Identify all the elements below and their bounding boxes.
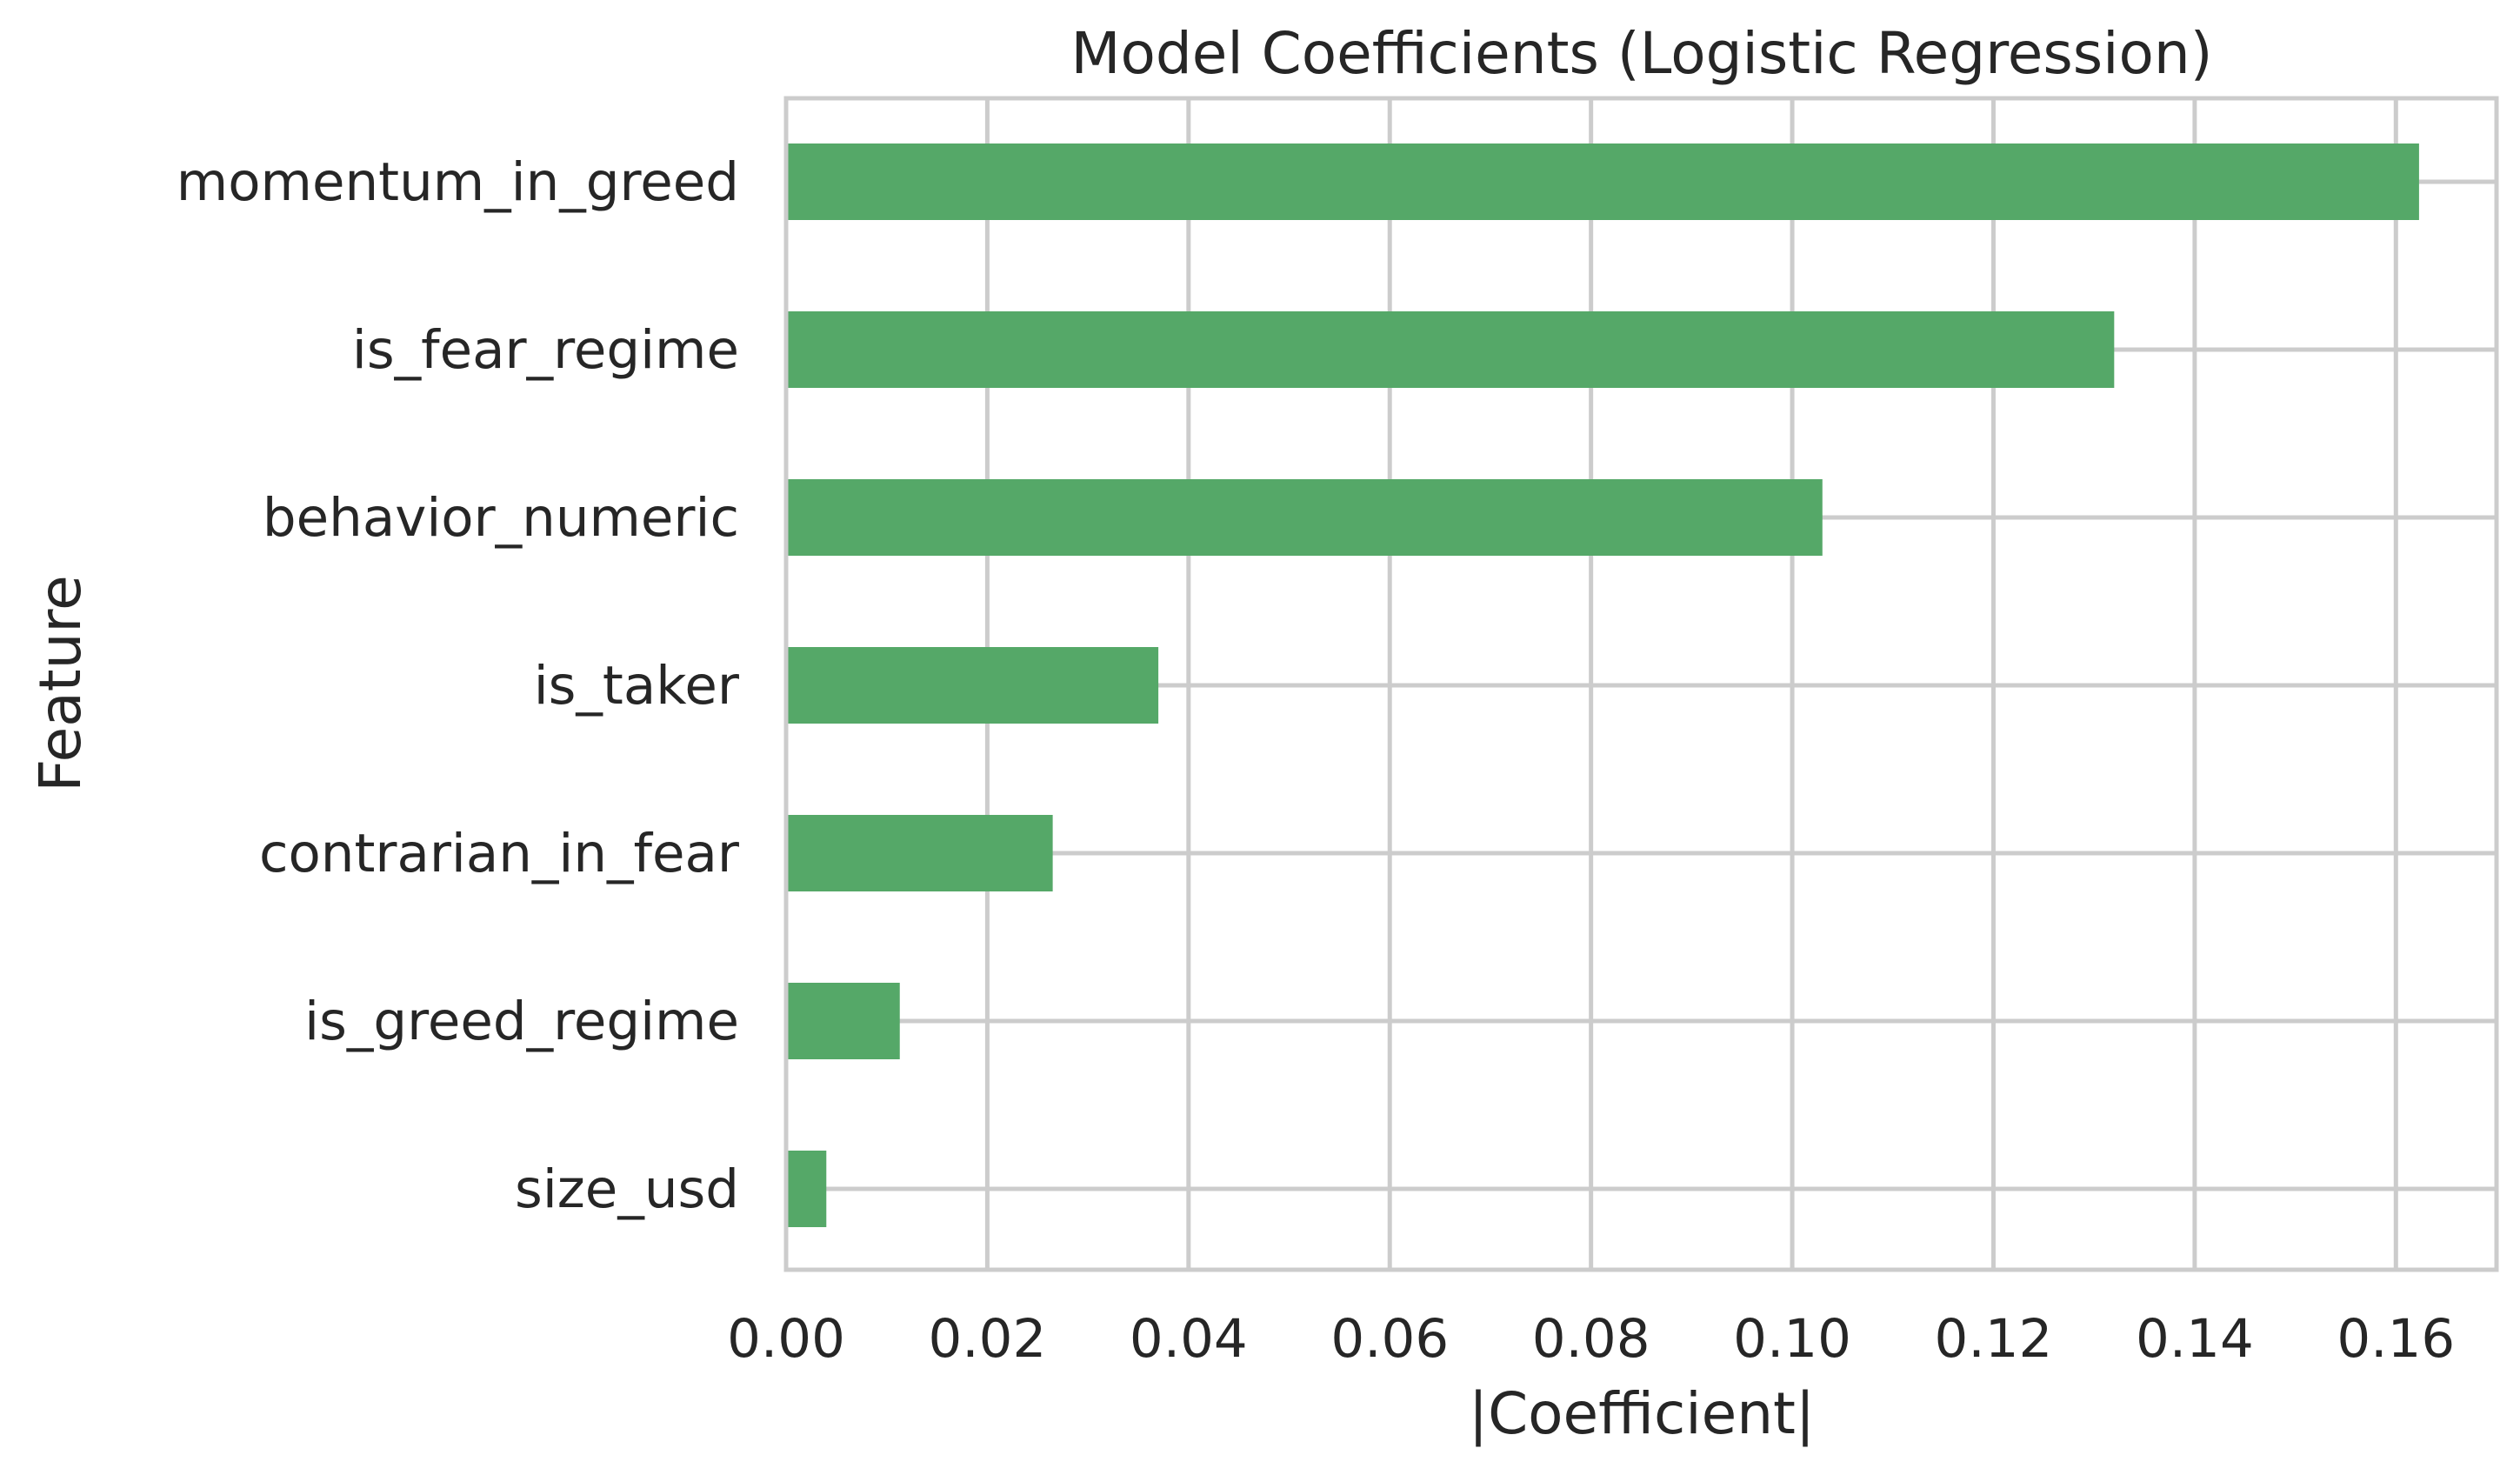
x-tick-label: 0.16 — [2337, 1308, 2455, 1370]
y-tick-label: is_greed_regime — [304, 991, 739, 1052]
x-tick-labels: 0.00 0.02 0.04 0.06 0.08 0.10 0.12 0.14 0.16 — [727, 1308, 2455, 1370]
bar-behavior-numeric — [786, 479, 1823, 556]
x-tick-label: 0.10 — [1733, 1308, 1851, 1370]
bar-is-greed-regime — [786, 983, 900, 1059]
y-axis-label: Feature — [27, 575, 94, 791]
bar-is-fear-regime — [786, 311, 2115, 388]
plot-frame — [783, 96, 2499, 1272]
bar-size-usd — [786, 1151, 827, 1227]
y-tick-label: momentum_in_greed — [177, 151, 739, 213]
bar-contrarian-in-fear — [786, 815, 1053, 891]
y-tick-label: size_usd — [515, 1158, 739, 1220]
y-tick-labels: momentum_in_greed is_fear_regime behavior_… — [177, 151, 740, 1220]
x-tick-label: 0.02 — [928, 1308, 1046, 1370]
x-tick-label: 0.14 — [2136, 1308, 2254, 1370]
y-tick-label: behavior_numeric — [263, 487, 739, 549]
bars — [786, 143, 2419, 1227]
x-axis-label: |Coefficient| — [1469, 1380, 1815, 1447]
x-tick-label: 0.12 — [1935, 1308, 2053, 1370]
y-tick-label: is_fear_regime — [352, 319, 739, 381]
y-tick-label: contrarian_in_fear — [259, 823, 740, 884]
x-tick-label: 0.08 — [1532, 1308, 1650, 1370]
bar-is-taker — [786, 647, 1159, 724]
x-tick-label: 0.04 — [1130, 1308, 1248, 1370]
chart-title: Model Coefficients (Logistic Regression) — [1071, 20, 2213, 87]
x-tick-label: 0.06 — [1330, 1308, 1449, 1370]
bar-momentum-in-greed — [786, 143, 2419, 220]
y-tick-label: is_taker — [534, 655, 740, 717]
x-tick-label: 0.00 — [727, 1308, 845, 1370]
